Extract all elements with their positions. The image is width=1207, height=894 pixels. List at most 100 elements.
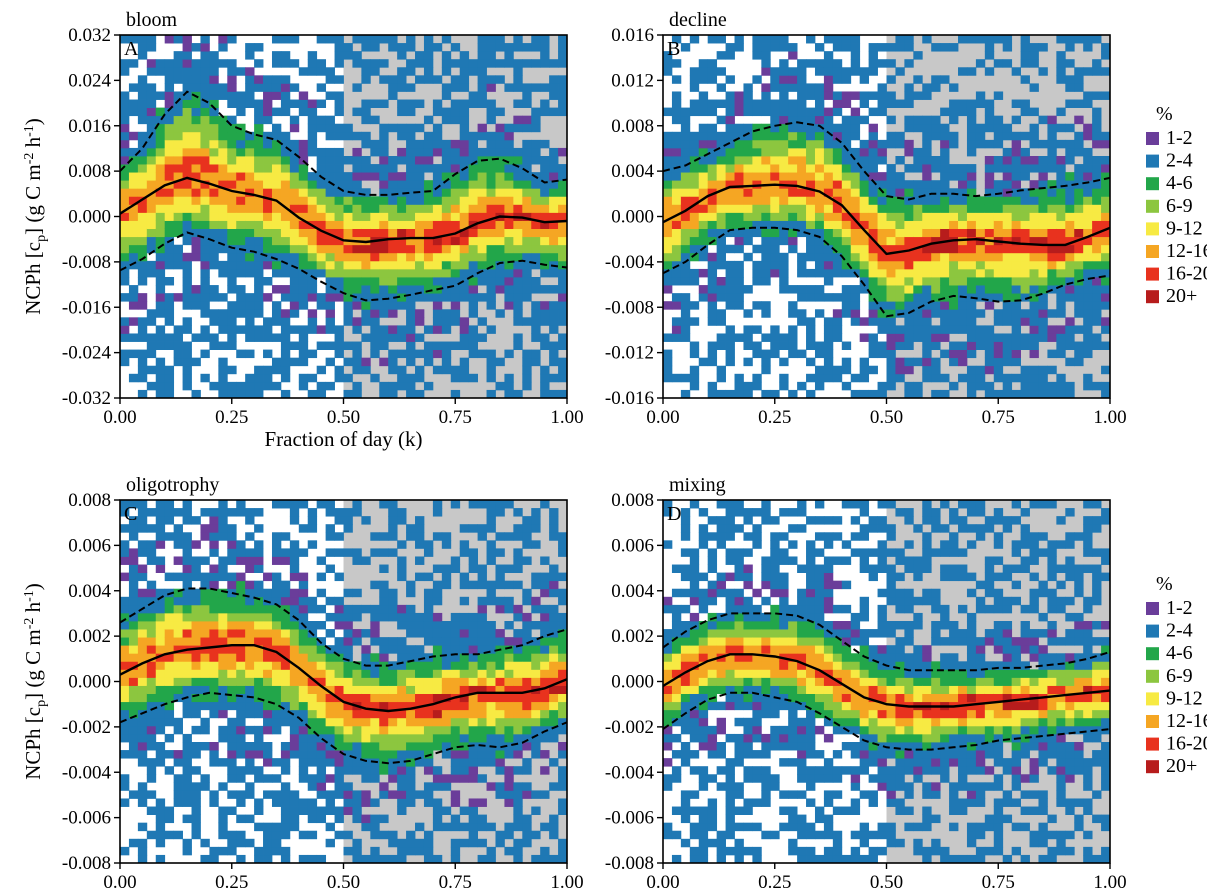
density-cell xyxy=(289,629,300,638)
density-cell xyxy=(397,677,407,686)
density-cell xyxy=(486,285,496,294)
density-cell xyxy=(298,774,309,783)
density-cell xyxy=(397,604,407,614)
density-cell xyxy=(477,51,487,60)
density-cell xyxy=(859,317,870,326)
density-cell xyxy=(495,693,505,703)
density-cell xyxy=(832,228,843,238)
density-cell xyxy=(1020,309,1030,318)
density-cell xyxy=(236,268,246,278)
density-cell xyxy=(531,596,541,606)
density-cell xyxy=(850,115,861,125)
density-cell xyxy=(441,733,452,743)
density-cell xyxy=(182,782,192,791)
density-cell xyxy=(513,99,523,108)
density-cell xyxy=(477,500,487,509)
density-cell xyxy=(663,301,673,310)
density-cell xyxy=(504,669,514,678)
density-cell xyxy=(361,766,371,775)
density-cell xyxy=(334,548,344,557)
density-cell xyxy=(531,325,541,334)
density-cell xyxy=(227,131,237,141)
density-cell xyxy=(263,228,273,238)
density-cell xyxy=(1092,293,1102,302)
density-cell xyxy=(120,131,130,141)
density-cell xyxy=(334,669,344,678)
density-cell xyxy=(406,524,416,533)
density-cell xyxy=(370,548,380,557)
density-cell xyxy=(200,212,210,221)
density-cell xyxy=(316,653,327,662)
density-cell xyxy=(343,782,353,791)
density-cell xyxy=(236,548,246,557)
density-cell xyxy=(716,365,726,375)
density-cell xyxy=(388,838,398,848)
density-cell xyxy=(325,750,335,759)
density-cell xyxy=(788,301,798,310)
density-cell xyxy=(513,806,523,815)
density-cell xyxy=(540,188,550,197)
density-cell xyxy=(940,196,950,205)
density-cell xyxy=(832,43,843,52)
density-cell xyxy=(931,333,941,342)
density-cell xyxy=(432,268,443,278)
density-cell xyxy=(806,285,816,294)
density-cell xyxy=(370,244,380,254)
density-cell xyxy=(1020,244,1030,254)
density-cell xyxy=(725,180,735,189)
density-cell xyxy=(698,164,709,173)
density-cell xyxy=(513,508,523,517)
density-cell xyxy=(549,580,559,590)
density-cell xyxy=(993,268,1004,278)
density-cell xyxy=(1047,212,1057,221)
density-cell xyxy=(450,220,461,229)
density-cell xyxy=(1002,212,1013,221)
density-cell xyxy=(209,228,219,238)
density-cell xyxy=(495,653,505,662)
density-cell xyxy=(788,228,798,238)
density-cell xyxy=(218,564,228,573)
density-cell xyxy=(325,548,335,557)
density-cell xyxy=(1056,285,1066,294)
density-cell xyxy=(814,244,825,254)
density-cell xyxy=(245,268,255,278)
density-cell xyxy=(200,693,210,703)
density-cell xyxy=(271,838,282,848)
density-cell xyxy=(993,333,1004,342)
density-cell xyxy=(477,277,487,286)
density-cell xyxy=(164,766,175,775)
density-cell xyxy=(549,196,559,205)
density-cell xyxy=(725,156,735,165)
density-cell xyxy=(486,782,496,791)
density-cell xyxy=(504,293,514,302)
mean-line xyxy=(120,176,567,244)
density-cell xyxy=(352,260,362,270)
density-cell xyxy=(137,508,148,517)
density-cell xyxy=(513,604,523,614)
density-cell xyxy=(352,107,362,117)
density-cell xyxy=(218,325,228,334)
density-cell xyxy=(325,774,335,783)
density-cell xyxy=(343,180,353,189)
density-cell xyxy=(913,277,923,286)
density-cell xyxy=(388,244,398,254)
density-cell xyxy=(334,252,344,262)
density-cell xyxy=(940,43,950,52)
density-cell xyxy=(680,107,691,117)
density-cell xyxy=(316,35,327,44)
density-cell xyxy=(209,645,219,654)
density-cell xyxy=(334,228,344,238)
density-cell xyxy=(289,798,300,807)
density-cell xyxy=(850,252,861,262)
density-cell xyxy=(904,365,914,375)
density-cell xyxy=(164,516,175,525)
density-cell xyxy=(120,798,130,807)
density-cell xyxy=(949,204,959,213)
density-cell xyxy=(280,637,291,646)
density-cell xyxy=(289,293,300,302)
density-cell xyxy=(155,228,166,238)
density-cell xyxy=(343,244,353,254)
density-cell xyxy=(209,540,219,549)
density-cell xyxy=(823,107,834,117)
density-cell xyxy=(513,669,523,678)
